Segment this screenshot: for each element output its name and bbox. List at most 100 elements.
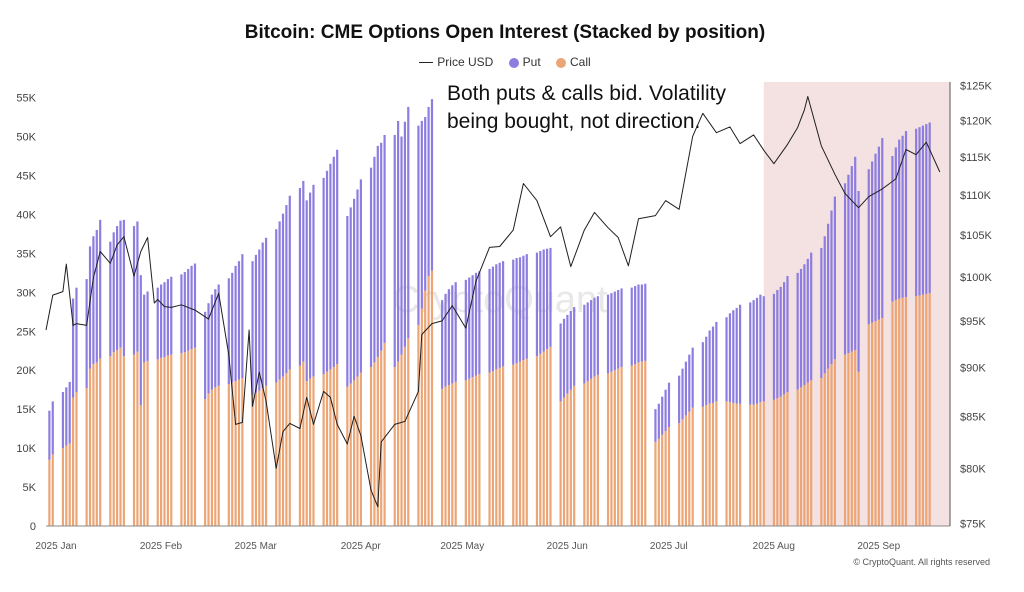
left-y-tick-label: 0 — [30, 521, 36, 533]
put-bar — [312, 184, 315, 377]
put-bar — [891, 156, 894, 302]
put-bar — [708, 330, 711, 404]
x-tick-label: 2025 Apr — [341, 541, 382, 552]
put-bar — [281, 213, 285, 377]
call-bar — [332, 367, 335, 526]
call-bar — [207, 393, 210, 526]
put-bar — [393, 134, 396, 368]
call-bar — [85, 388, 88, 526]
call-bar — [136, 351, 139, 526]
call-bar — [109, 356, 112, 526]
put-bar — [593, 297, 596, 377]
put-bar — [322, 177, 325, 375]
call-bar — [264, 385, 268, 526]
put-bar — [918, 127, 921, 296]
put-bar — [119, 220, 122, 348]
call-bar — [346, 386, 349, 526]
put-bar — [501, 261, 505, 367]
call-bar — [308, 378, 312, 526]
call-bar — [593, 376, 596, 526]
call-bar — [664, 430, 667, 526]
put-bar — [237, 261, 241, 380]
left-y-tick-label: 35K — [16, 248, 36, 260]
put-bar — [732, 310, 735, 403]
call-bar — [901, 297, 904, 526]
call-bar — [566, 393, 569, 526]
x-tick-label: 2025 Aug — [753, 541, 795, 552]
put-bars — [48, 99, 931, 460]
call-bar — [711, 402, 715, 526]
put-bar — [75, 287, 78, 393]
put-bar — [356, 189, 359, 377]
put-bar — [183, 272, 186, 353]
call-bar — [738, 403, 742, 526]
x-tick-label: 2025 Jun — [547, 541, 588, 552]
put-bar — [190, 265, 193, 350]
put-bar — [241, 254, 244, 378]
put-bar — [738, 304, 742, 404]
call-bar — [258, 390, 261, 526]
call-bar — [417, 325, 420, 526]
call-bar — [447, 385, 451, 526]
put-bar — [336, 149, 339, 364]
call-bar — [701, 406, 704, 526]
call-bar — [827, 368, 830, 526]
call-bar — [881, 318, 884, 526]
x-tick-label: 2025 Jul — [650, 541, 688, 552]
put-bar — [691, 347, 694, 408]
left-y-tick-label: 55K — [16, 93, 36, 105]
left-y-tick-label: 10K — [16, 443, 36, 455]
call-bar — [116, 349, 119, 526]
put-bar — [644, 283, 647, 361]
put-bar — [850, 166, 853, 352]
put-bar — [728, 313, 732, 403]
call-bar — [782, 394, 786, 526]
call-bar — [617, 368, 620, 526]
right-y-tick-label: $95K — [960, 316, 986, 328]
legend-item-put[interactable]: Put — [508, 55, 541, 69]
call-bar — [512, 364, 515, 526]
call-bar — [891, 301, 894, 526]
put-bar — [654, 409, 657, 442]
right-y-tick-label: $75K — [960, 519, 986, 531]
put-bar — [305, 200, 308, 382]
put-bar — [559, 323, 562, 402]
call-bar — [139, 405, 142, 526]
call-bar — [874, 321, 877, 526]
put-bar — [464, 279, 467, 381]
call-bar — [204, 399, 207, 526]
legend-item-price[interactable]: Price USD — [419, 55, 493, 69]
legend-item-call[interactable]: Call — [556, 55, 591, 69]
call-bar — [562, 397, 566, 526]
put-bar — [759, 294, 762, 403]
call-bar — [522, 360, 525, 526]
legend-dot-put — [508, 57, 519, 68]
put-bar — [715, 321, 718, 402]
put-bar — [915, 128, 918, 297]
put-bar — [786, 275, 789, 393]
call-bar — [312, 376, 315, 526]
put-bar — [590, 300, 593, 379]
call-bar — [488, 372, 491, 526]
annotation: Both puts & calls bid. Volatility being … — [447, 80, 787, 136]
put-bar — [444, 293, 447, 387]
put-bar — [417, 125, 420, 326]
annotation-line-2: being bought, not direction. — [447, 110, 701, 133]
put-bar — [122, 219, 125, 357]
call-bar — [573, 385, 576, 526]
put-bar — [254, 254, 258, 393]
put-bar — [447, 289, 451, 386]
put-bar — [383, 134, 386, 343]
put-bar — [549, 247, 552, 347]
call-bar — [400, 354, 403, 526]
right-y-tick-label: $125K — [960, 80, 992, 92]
put-bar — [146, 291, 149, 361]
put-bar — [928, 122, 931, 294]
put-bar — [921, 125, 925, 295]
put-bar — [569, 311, 572, 390]
call-bar — [545, 349, 549, 526]
call-bar — [464, 380, 467, 526]
put-bar — [867, 169, 870, 325]
legend: Price USD Put Call — [0, 54, 1010, 69]
